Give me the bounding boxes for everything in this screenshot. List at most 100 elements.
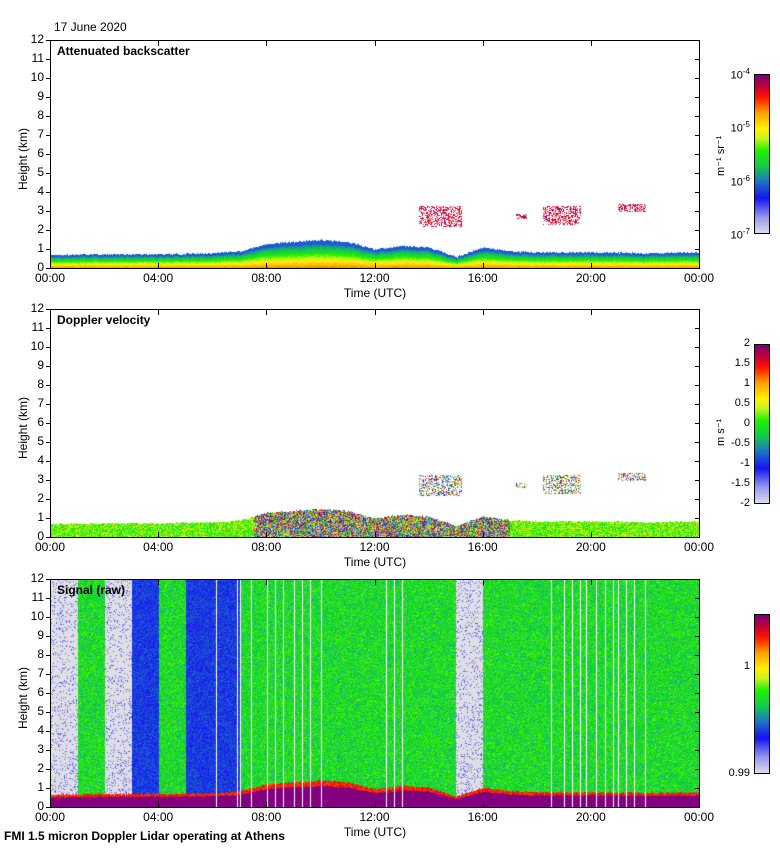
y-tick-mark [46,135,50,136]
x-tick-mark-top [266,41,268,46]
y-tick-mark-right [695,442,699,443]
y-axis-label: Height (km) [16,396,30,459]
y-tick-label: 10 [30,339,44,353]
y-tick-mark-right [695,59,699,60]
y-tick-mark-right [695,154,699,155]
y-tick-label: 11 [31,590,44,604]
x-tick-label: 00:00 [683,540,715,554]
y-tick-mark [46,268,50,269]
x-tick-mark-top [50,41,51,46]
y-tick-mark-right [695,655,699,656]
y-tick-mark-right [695,807,699,808]
heatmap-field [51,41,699,268]
y-tick-mark [46,617,50,618]
x-tick-mark [482,532,484,537]
y-tick-mark [46,712,50,713]
x-tick-mark-top [374,580,376,585]
colorbar-tick-label: -0.5 [731,437,750,449]
y-tick-mark [46,347,50,348]
x-tick-mark-top [374,310,376,315]
y-tick-label: 6 [37,685,44,699]
x-tick-mark [699,802,700,807]
x-tick-mark [50,532,51,537]
y-tick-label: 6 [37,415,44,429]
x-tick-mark [158,263,160,268]
x-tick-mark-top [482,580,484,585]
x-tick-mark-top [158,580,160,585]
y-tick-label: 5 [37,434,44,448]
y-tick-label: 9 [37,89,44,103]
y-tick-label: 10 [30,70,44,84]
y-tick-mark-right [695,249,699,250]
colorbar [754,344,770,504]
y-tick-mark-right [695,693,699,694]
y-tick-label: 11 [31,51,44,65]
y-tick-label: 6 [37,146,44,160]
y-tick-label: 4 [37,453,44,467]
x-tick-mark [266,532,268,537]
y-tick-mark [46,731,50,732]
x-axis-label: Time (UTC) [343,286,407,300]
y-tick-label: 8 [37,377,44,391]
y-tick-mark [46,328,50,329]
y-tick-mark [46,636,50,637]
x-tick-mark-top [50,310,51,315]
y-tick-mark [46,579,50,580]
y-tick-mark [46,249,50,250]
y-tick-mark [46,598,50,599]
x-tick-mark [374,263,376,268]
y-tick-label: 12 [30,32,44,46]
y-tick-mark-right [695,537,699,538]
y-tick-label: 4 [37,723,44,737]
colorbar-tick-label: 0.99 [728,767,750,779]
panel-title: Doppler velocity [57,313,151,327]
x-tick-mark-top [590,41,592,46]
y-tick-mark [46,674,50,675]
y-tick-mark-right [695,97,699,98]
colorbar-tick-label: 1 [743,377,750,389]
y-tick-mark-right [695,480,699,481]
colorbar-unit-label: m s⁻¹ [715,418,727,446]
x-tick-mark [374,802,376,807]
y-tick-label: 7 [37,127,44,141]
panel-doppler-velocity: Doppler velocity [50,309,700,538]
y-tick-label: 5 [37,704,44,718]
x-tick-mark [158,532,160,537]
y-tick-label: 12 [30,571,44,585]
y-tick-mark-right [695,230,699,231]
y-tick-mark-right [695,135,699,136]
y-tick-label: 3 [37,203,44,217]
colorbar-tick-label: 10-4 [730,67,750,82]
x-tick-mark [699,532,700,537]
y-tick-label: 11 [31,320,44,334]
x-tick-label: 20:00 [575,810,606,824]
x-tick-label: 00:00 [683,810,715,824]
panel-signal-raw: Signal (raw) [50,579,700,808]
y-tick-mark-right [695,750,699,751]
colorbar-tick-label: -1 [740,457,750,469]
x-tick-mark-top [158,41,160,46]
colorbar [754,614,770,774]
x-tick-label: 08:00 [251,540,282,554]
y-tick-mark-right [695,268,699,269]
y-tick-mark-right [695,636,699,637]
y-tick-label: 1 [37,780,44,794]
y-tick-mark-right [695,328,699,329]
y-tick-mark [46,385,50,386]
colorbar-tick-label: -1.5 [731,477,750,489]
y-tick-mark-right [695,579,699,580]
y-tick-mark [46,499,50,500]
x-tick-label: 16:00 [467,810,498,824]
y-tick-mark [46,423,50,424]
y-tick-label: 4 [37,184,44,198]
y-tick-label: 8 [37,647,44,661]
y-tick-label: 2 [37,491,44,505]
y-tick-mark-right [695,366,699,367]
date-label: 17 June 2020 [54,20,127,34]
x-tick-mark-top [699,580,700,585]
y-tick-mark-right [695,518,699,519]
y-tick-label: 3 [37,742,44,756]
x-tick-mark [590,532,592,537]
x-tick-label: 04:00 [143,810,174,824]
y-tick-mark [46,173,50,174]
